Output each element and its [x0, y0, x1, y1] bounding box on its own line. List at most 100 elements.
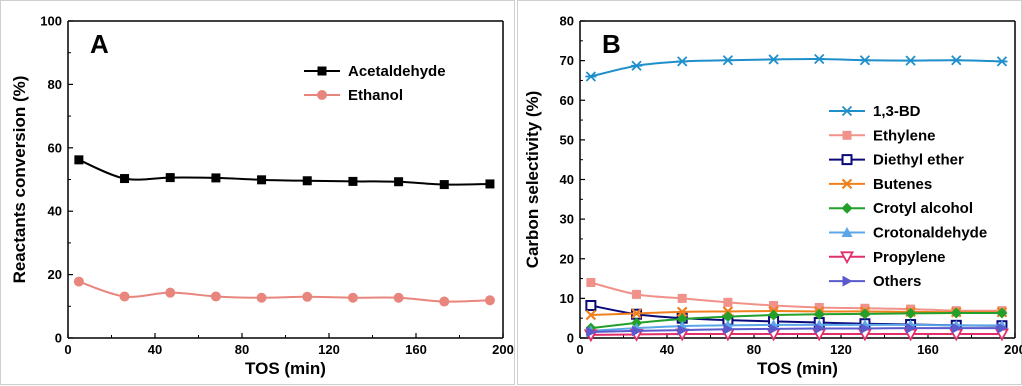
chart-b-y-axis-label: Carbon selectivity (%) — [523, 91, 542, 269]
chart-b-data-point — [585, 309, 597, 321]
chart-a-legend-marker — [317, 90, 327, 100]
chart-b-data-point — [859, 55, 871, 66]
chart-a-series-line — [78, 280, 490, 303]
chart-b-legend-marker — [841, 105, 853, 117]
chart-b-data-point — [676, 313, 688, 325]
chart-b-legend-marker — [841, 154, 853, 166]
chart-a-data-point — [347, 292, 358, 303]
chart-a-series-acetaldehyde — [74, 155, 495, 190]
chart-a-panel-label: A — [90, 29, 109, 59]
chart-a-data-point — [210, 291, 221, 302]
chart-b-data-point — [585, 71, 597, 82]
chart-b-x-tick-label: 120 — [830, 342, 852, 357]
chart-b-data-point — [813, 53, 825, 65]
chart-b-legend-label: Others — [873, 273, 921, 290]
chart-b-data-point — [996, 56, 1008, 67]
chart-b-data-point — [631, 308, 642, 319]
chart-a-y-tick-label: 20 — [48, 267, 62, 282]
chart-b-series-line — [590, 281, 1002, 312]
chart-b-y-tick-label: 50 — [560, 132, 574, 147]
chart-b-data-point — [723, 323, 734, 335]
chart-b-data-point — [950, 307, 962, 319]
chart-b-data-point — [586, 326, 597, 338]
chart-b-data-point — [905, 307, 917, 319]
chart-b-data-point — [722, 55, 734, 66]
chart-a-data-point — [74, 155, 84, 165]
chart-b-x-tick-label: 40 — [660, 342, 674, 357]
chart-a-y-tick-label: 0 — [55, 331, 62, 346]
chart-b-series-line — [590, 58, 1002, 78]
chart-b-data-point — [859, 308, 871, 320]
chart-b-data-point — [677, 293, 687, 303]
chart-a-data-point — [393, 292, 404, 303]
chart-b-series-line — [590, 310, 1002, 317]
chart-b-x-tick-label: 160 — [917, 342, 939, 357]
chart-b-legend-label: Crotyl alcohol — [873, 200, 973, 217]
chart-a-data-point — [257, 175, 267, 185]
chart-b-data-point — [631, 60, 643, 71]
chart-b-data-point — [723, 297, 733, 307]
chart-b-series-line — [590, 323, 1002, 332]
chart-b-legend-marker — [841, 202, 853, 214]
chart-a-legend-marker — [317, 66, 327, 76]
chart-b-legend-label: Propylene — [873, 249, 946, 266]
chart-b-y-tick-label: 80 — [560, 14, 574, 29]
chart-a-y-tick-label: 40 — [48, 204, 62, 219]
chart-b-series-line — [590, 333, 1002, 336]
chart-b-x-tick-label: 80 — [747, 342, 761, 357]
chart-b-data-point — [722, 311, 734, 323]
chart-b-y-tick-label: 10 — [560, 291, 574, 306]
chart-b-legend-marker — [841, 178, 853, 190]
chart-a-legend: Acetaldehyde Ethanol — [304, 63, 446, 104]
chart-b-y-tick-label: 20 — [560, 251, 574, 266]
chart-a-y-tick-label: 60 — [48, 140, 62, 155]
chart-b-series-ethylene — [586, 278, 1007, 316]
chart-b-data-point — [586, 278, 596, 288]
chart-b-data-point — [814, 322, 825, 334]
chart-panel-a: 0 40 80 120 160 200 0 20 40 60 80 100 TOS (min) React… — [0, 0, 515, 385]
chart-a-data-point — [302, 291, 313, 302]
chart-b-data-point — [677, 324, 688, 336]
chart-b-legend-label: 1,3-BD — [873, 103, 921, 120]
chart-a-data-point — [394, 177, 404, 187]
chart-a-y-axis-label: Reactants conversion (%) — [10, 76, 29, 284]
chart-b-x-tick-label: 200 — [1004, 342, 1022, 357]
chart-b-panel-label: B — [602, 29, 621, 59]
chart-b-data-point — [996, 307, 1008, 319]
chart-a-data-point — [73, 276, 84, 287]
chart-a-x-tick-label: 40 — [148, 342, 162, 357]
chart-b-data-point — [632, 325, 643, 337]
chart-a-x-tick-label: 80 — [235, 342, 249, 357]
chart-b-y-tick-label: 70 — [560, 53, 574, 68]
chart-a-data-point — [348, 176, 358, 186]
chart-a-data-point — [119, 291, 130, 302]
chart-b-legend-label: Crotonaldehyde — [873, 225, 987, 242]
chart-a-series-line — [78, 158, 490, 186]
chart-a-series-ethanol — [73, 276, 495, 307]
chart-b-y-tick-label: 0 — [567, 331, 574, 346]
chart-a-legend-label: Ethanol — [348, 87, 403, 104]
chart-a-data-point — [302, 176, 312, 186]
chart-b-legend-marker — [842, 275, 853, 287]
chart-b-series-others — [586, 322, 1008, 338]
chart-a-x-tick-label: 0 — [64, 342, 71, 357]
chart-b-data-point — [585, 300, 597, 312]
chart-b-data-point — [769, 323, 780, 335]
chart-a-x-tick-label: 120 — [318, 342, 340, 357]
chart-b-data-point — [950, 55, 962, 66]
chart-b-data-point — [769, 301, 779, 311]
chart-b-data-point — [905, 55, 917, 66]
chart-b-data-point — [906, 322, 917, 334]
chart-b-data-point — [768, 309, 780, 321]
chart-a-data-point — [165, 287, 176, 298]
chart-b-y-tick-label: 60 — [560, 93, 574, 108]
chart-b-x-tick-label: 0 — [576, 342, 583, 357]
chart-a-data-point — [485, 179, 495, 189]
chart-b-series-line — [590, 327, 1002, 334]
chart-panel-b: 0 40 80 120 160 200 0 10 20 30 40 50 60 70 80 TOS (min)… — [517, 0, 1022, 385]
chart-a-legend-label: Acetaldehyde — [348, 63, 446, 80]
chart-b-data-point — [951, 322, 962, 334]
chart-a-y-tick-label: 100 — [40, 14, 62, 29]
chart-a-data-point — [120, 174, 130, 184]
chart-b-legend-label: Butenes — [873, 176, 932, 193]
